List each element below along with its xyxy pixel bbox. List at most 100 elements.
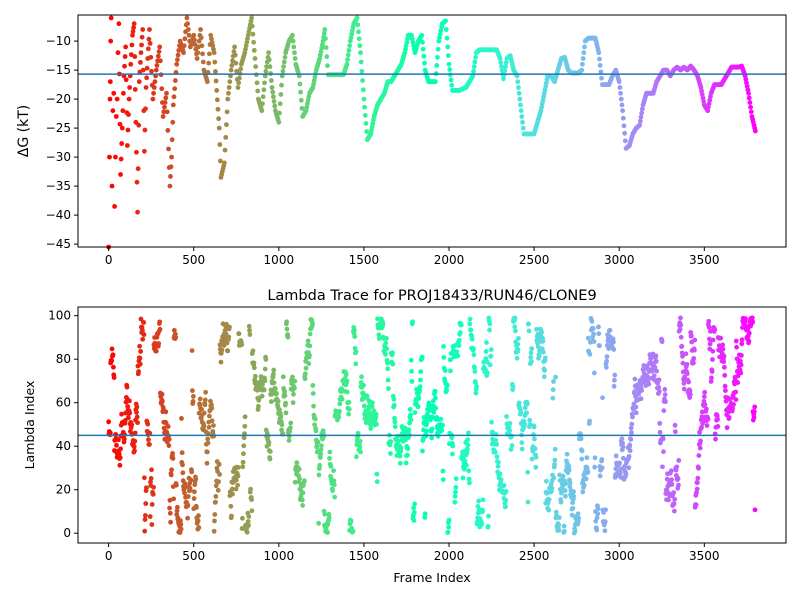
lambda-point — [357, 438, 363, 444]
lambda-point — [484, 370, 490, 376]
delta-g-point — [266, 50, 272, 56]
lambda-point — [417, 387, 423, 393]
lambda-point — [583, 476, 589, 482]
lambda-point — [167, 497, 173, 503]
lambda-point — [440, 422, 445, 428]
lambda-point — [114, 442, 119, 448]
lambda-point — [578, 436, 584, 442]
delta-g-point — [748, 104, 753, 110]
lambda-point — [137, 361, 143, 367]
lambda-point — [189, 388, 195, 394]
delta-g-point — [616, 79, 622, 85]
lambda-point — [495, 463, 501, 469]
lambda-point — [600, 395, 605, 401]
delta-g-point — [171, 94, 177, 100]
delta-g-point — [597, 63, 603, 68]
lambda-point — [629, 421, 635, 427]
delta-g-point — [119, 141, 125, 146]
lambda-point — [445, 529, 451, 535]
lambda-point — [415, 404, 421, 410]
delta-g-x-tick-label: 3500 — [689, 253, 720, 267]
lambda-point — [707, 341, 713, 347]
lambda-point — [494, 454, 500, 460]
delta-g-point — [422, 60, 427, 66]
lambda-point — [416, 396, 422, 401]
lambda-point — [628, 425, 634, 431]
lambda-point — [385, 377, 391, 383]
delta-g-point — [599, 75, 604, 81]
lambda-point — [204, 460, 210, 466]
delta-g-point — [499, 64, 504, 70]
lambda-point — [462, 458, 468, 464]
lambda-point — [739, 341, 745, 347]
lambda-point — [337, 401, 343, 407]
delta-g-point — [217, 158, 223, 164]
lambda-point — [703, 406, 709, 412]
lambda-point — [374, 471, 380, 477]
lambda-point — [251, 360, 257, 366]
delta-g-point — [250, 31, 256, 37]
delta-g-point — [517, 96, 523, 102]
lambda-panel: Lambda Trace for PROJ18433/RUN46/CLONE9 … — [22, 288, 787, 585]
lambda-point — [185, 515, 191, 521]
lambda-point — [136, 369, 141, 374]
lambda-point — [460, 475, 466, 481]
lambda-point — [249, 508, 255, 514]
lambda-point — [246, 523, 251, 528]
delta-g-point — [618, 96, 624, 102]
delta-g-point — [213, 69, 218, 74]
lambda-point — [509, 443, 515, 448]
delta-g-point — [144, 75, 150, 81]
lambda-point — [361, 382, 366, 388]
lambda-point — [746, 338, 752, 344]
lambda-point — [215, 487, 221, 493]
lambda-point — [563, 493, 568, 499]
lambda-point — [398, 445, 404, 451]
delta-g-point — [226, 90, 231, 96]
lambda-point — [485, 523, 491, 529]
lambda-point — [376, 336, 382, 341]
delta-g-point — [236, 80, 242, 86]
lambda-plot-frame — [77, 306, 787, 544]
lambda-point — [546, 497, 552, 503]
lambda-point — [288, 425, 293, 431]
lambda-point — [317, 462, 323, 468]
lambda-point — [390, 361, 396, 367]
delta-g-point — [515, 79, 521, 85]
lambda-point — [179, 450, 185, 456]
lambda-point — [167, 510, 173, 516]
delta-g-point — [518, 102, 523, 108]
lambda-point — [422, 511, 428, 517]
lambda-point — [453, 489, 458, 495]
lambda-point — [147, 442, 152, 447]
lambda-point — [567, 484, 573, 489]
delta-g-point — [125, 127, 131, 133]
delta-g-point — [130, 32, 135, 38]
lambda-point — [681, 386, 687, 392]
lambda-point — [168, 472, 174, 478]
lambda-point — [679, 343, 685, 349]
lambda-point — [467, 321, 473, 327]
lambda-point — [632, 389, 637, 395]
delta-g-point — [270, 94, 276, 100]
lambda-point — [271, 380, 277, 386]
lambda-point — [710, 357, 715, 362]
delta-g-point — [236, 75, 242, 81]
lambda-point — [431, 409, 437, 415]
lambda-point — [542, 368, 548, 373]
lambda-point — [418, 369, 424, 375]
delta-g-point — [134, 149, 139, 155]
lambda-point — [738, 362, 744, 368]
delta-g-point — [276, 119, 282, 125]
delta-g-point — [472, 59, 478, 65]
lambda-point — [660, 464, 665, 470]
lambda-point — [715, 416, 720, 422]
lambda-point — [305, 338, 311, 344]
lambda-point — [553, 374, 558, 380]
lambda-point — [204, 449, 210, 455]
lambda-point — [550, 395, 556, 401]
lambda-point — [539, 329, 545, 335]
delta-g-point — [142, 127, 148, 133]
delta-g-point — [154, 63, 160, 68]
lambda-point — [691, 356, 697, 361]
